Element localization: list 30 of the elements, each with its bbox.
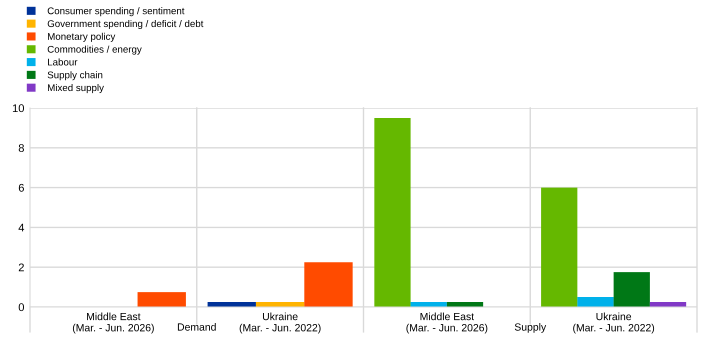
y-tick-label: 0 — [18, 303, 24, 312]
legend-label: Supply chain — [48, 71, 102, 80]
legend-label: Consumer spending / sentiment — [48, 7, 184, 16]
x-tick-label: Middle East (Mar. - Jun. 2026) — [72, 312, 154, 334]
y-tick-label: 4 — [18, 224, 24, 232]
bar — [256, 302, 304, 307]
x-tick-label: Ukraine (Mar. - Jun. 2022) — [573, 312, 654, 334]
bar — [374, 118, 411, 307]
y-tick-label: 2 — [18, 263, 24, 272]
text: Supply — [514, 323, 546, 333]
bar — [577, 297, 614, 307]
legend-label: Mixed supply — [48, 84, 104, 94]
bar — [541, 188, 578, 307]
text: Demand — [178, 323, 216, 331]
bar — [650, 302, 686, 307]
bar — [138, 292, 186, 307]
legend-label: Monetary policy — [48, 32, 116, 42]
bar — [304, 262, 353, 307]
legend-label: Labour — [48, 58, 78, 66]
bar — [614, 272, 650, 307]
y-tick-label: 6 — [18, 184, 24, 192]
bar — [446, 302, 484, 307]
bar — [410, 302, 447, 307]
legend-label: Government spending / deficit / debt — [48, 20, 204, 30]
x-tick-label: Middle East (Mar. - Jun. 2026) — [406, 312, 488, 334]
y-tick-label: 10 — [12, 104, 24, 112]
x-tick-label: Ukraine (Mar. - Jun. 2022) — [240, 312, 321, 334]
y-tick-label: 8 — [18, 144, 24, 152]
legend-label: Commodities / energy — [48, 46, 142, 55]
bar — [208, 302, 256, 307]
